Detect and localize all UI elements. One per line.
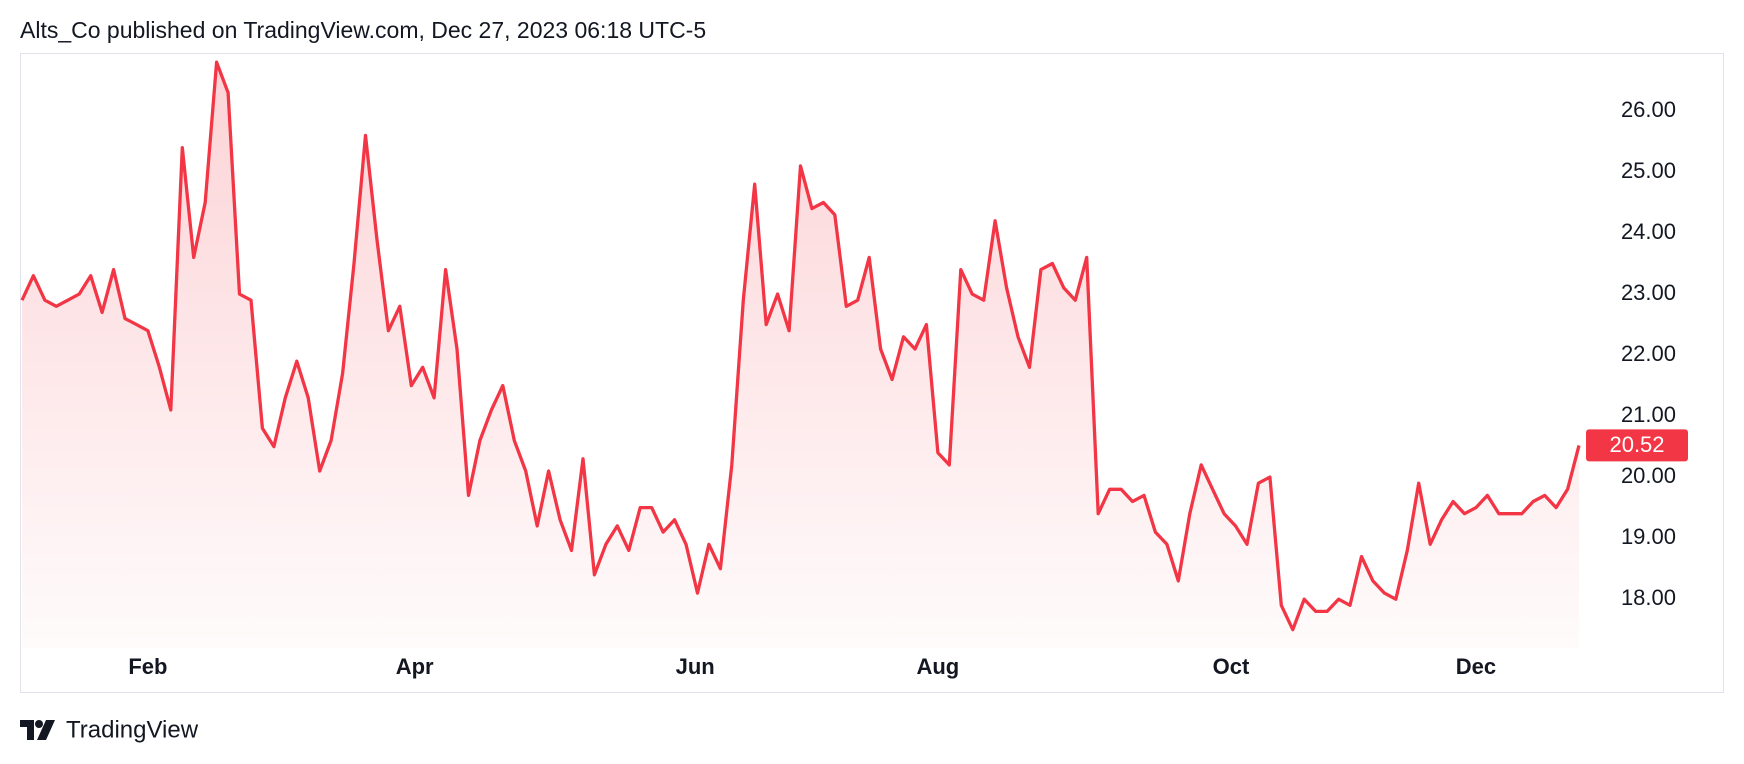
logo <box>20 720 55 740</box>
last-price-label: 20.52 <box>1609 432 1664 457</box>
y-tick-label: 18.00 <box>1621 585 1676 610</box>
y-tick-label: 24.00 <box>1621 219 1676 244</box>
x-tick-label: Oct <box>1213 654 1250 679</box>
y-tick-label: 23.00 <box>1621 280 1676 305</box>
x-tick-label: Jun <box>676 654 715 679</box>
price-line <box>20 60 1581 632</box>
y-tick-label: 21.00 <box>1621 402 1676 427</box>
brand: TradingView <box>66 716 199 743</box>
area-fill <box>22 62 1579 648</box>
x-tick-label: Feb <box>128 654 167 679</box>
last-price-box <box>1586 429 1688 462</box>
y-tick-label: 19.00 <box>1621 524 1676 549</box>
x-tick-label: Apr <box>396 654 434 679</box>
y-tick-label: 22.00 <box>1621 341 1676 366</box>
chart-frame <box>20 53 1724 693</box>
y-tick-label: 26.00 <box>1621 97 1676 122</box>
y-tick-label: 25.00 <box>1621 158 1676 183</box>
x-tick-label: Aug <box>916 654 959 679</box>
plot: 18.00 19.00 20.00 21.00 22.00 23.00 24.00 25.00… <box>20 60 1688 679</box>
y-tick-label: 20.00 <box>1621 463 1676 488</box>
header: Alts_Co published on TradingView.com, De… <box>20 17 706 43</box>
x-tick-label: Dec <box>1456 654 1496 679</box>
